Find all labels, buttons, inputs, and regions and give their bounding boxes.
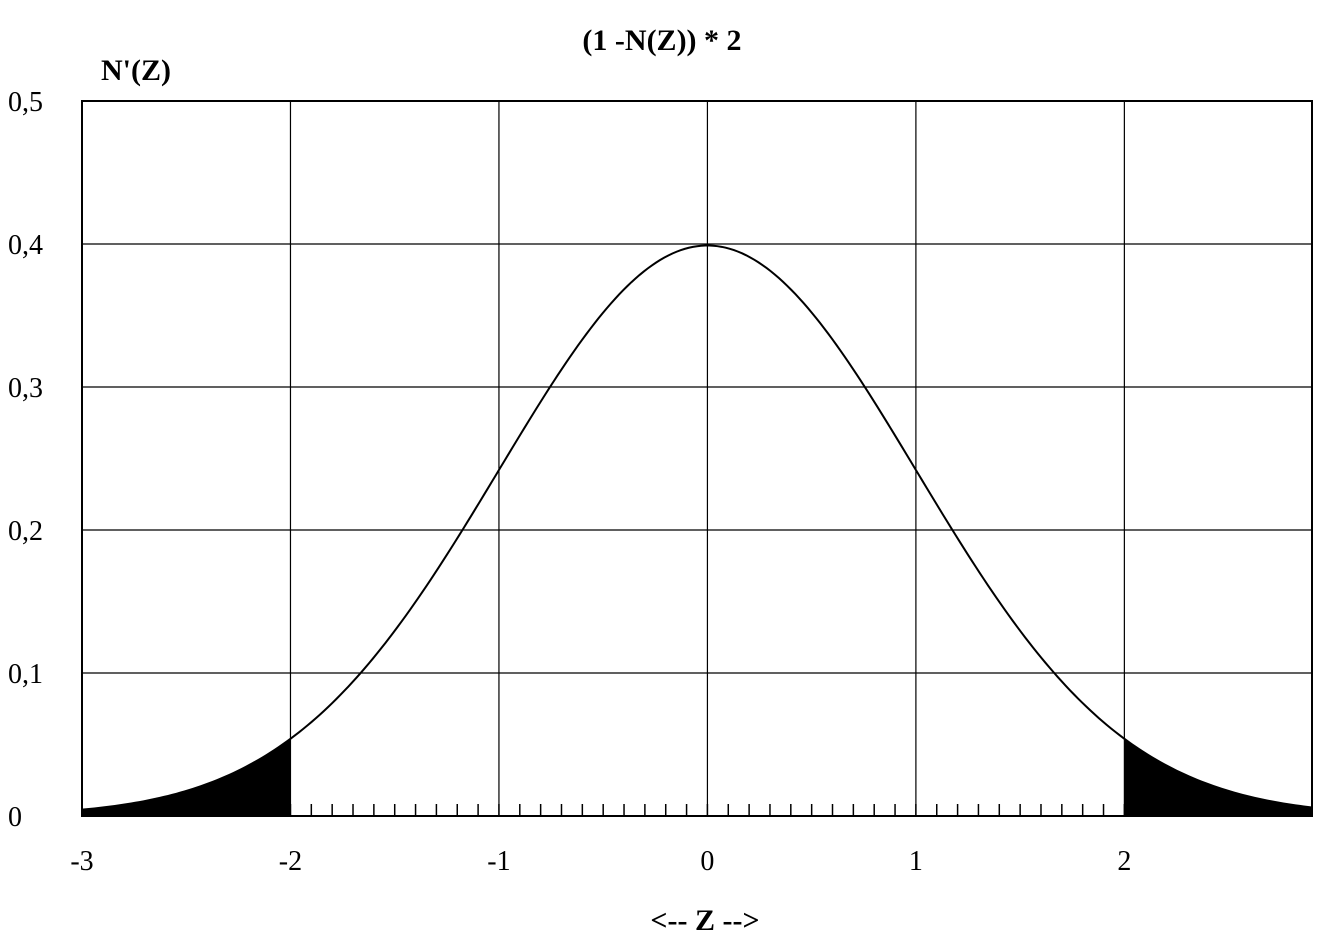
x-tick-label: -3 [70, 846, 93, 877]
x-tick-labels: -3 -2 -1 0 1 2 [70, 846, 1131, 877]
plot-frame [81, 100, 1313, 817]
y-tick-label: 0,5 [8, 87, 43, 118]
x-tick-label: 2 [1117, 846, 1131, 877]
y-tick-label: 0,1 [8, 659, 43, 690]
y-tick-label: 0,4 [8, 230, 43, 261]
y-tick-labels: 0 0,1 0,2 0,3 0,4 0,5 [8, 87, 43, 833]
x-tick-label: -2 [279, 846, 302, 877]
x-tick-label: -1 [487, 846, 510, 877]
density-curve [81, 244, 1313, 811]
y-axis-label: N'(Z) [101, 54, 171, 87]
x-tick-label: 0 [700, 846, 714, 877]
chart-title: (1 -N(Z)) * 2 [582, 24, 741, 57]
x-tick-label: 1 [909, 846, 923, 877]
shaded-tail [1124, 738, 1312, 816]
shaded-tail [82, 738, 291, 816]
shaded-tail-regions [82, 738, 1312, 816]
x-axis-label: <-- Z --> [650, 904, 759, 937]
y-tick-label: 0,3 [8, 373, 43, 404]
y-tick-label: 0 [8, 802, 22, 833]
minor-ticks [289, 804, 1126, 816]
y-tick-label: 0,2 [8, 516, 43, 547]
